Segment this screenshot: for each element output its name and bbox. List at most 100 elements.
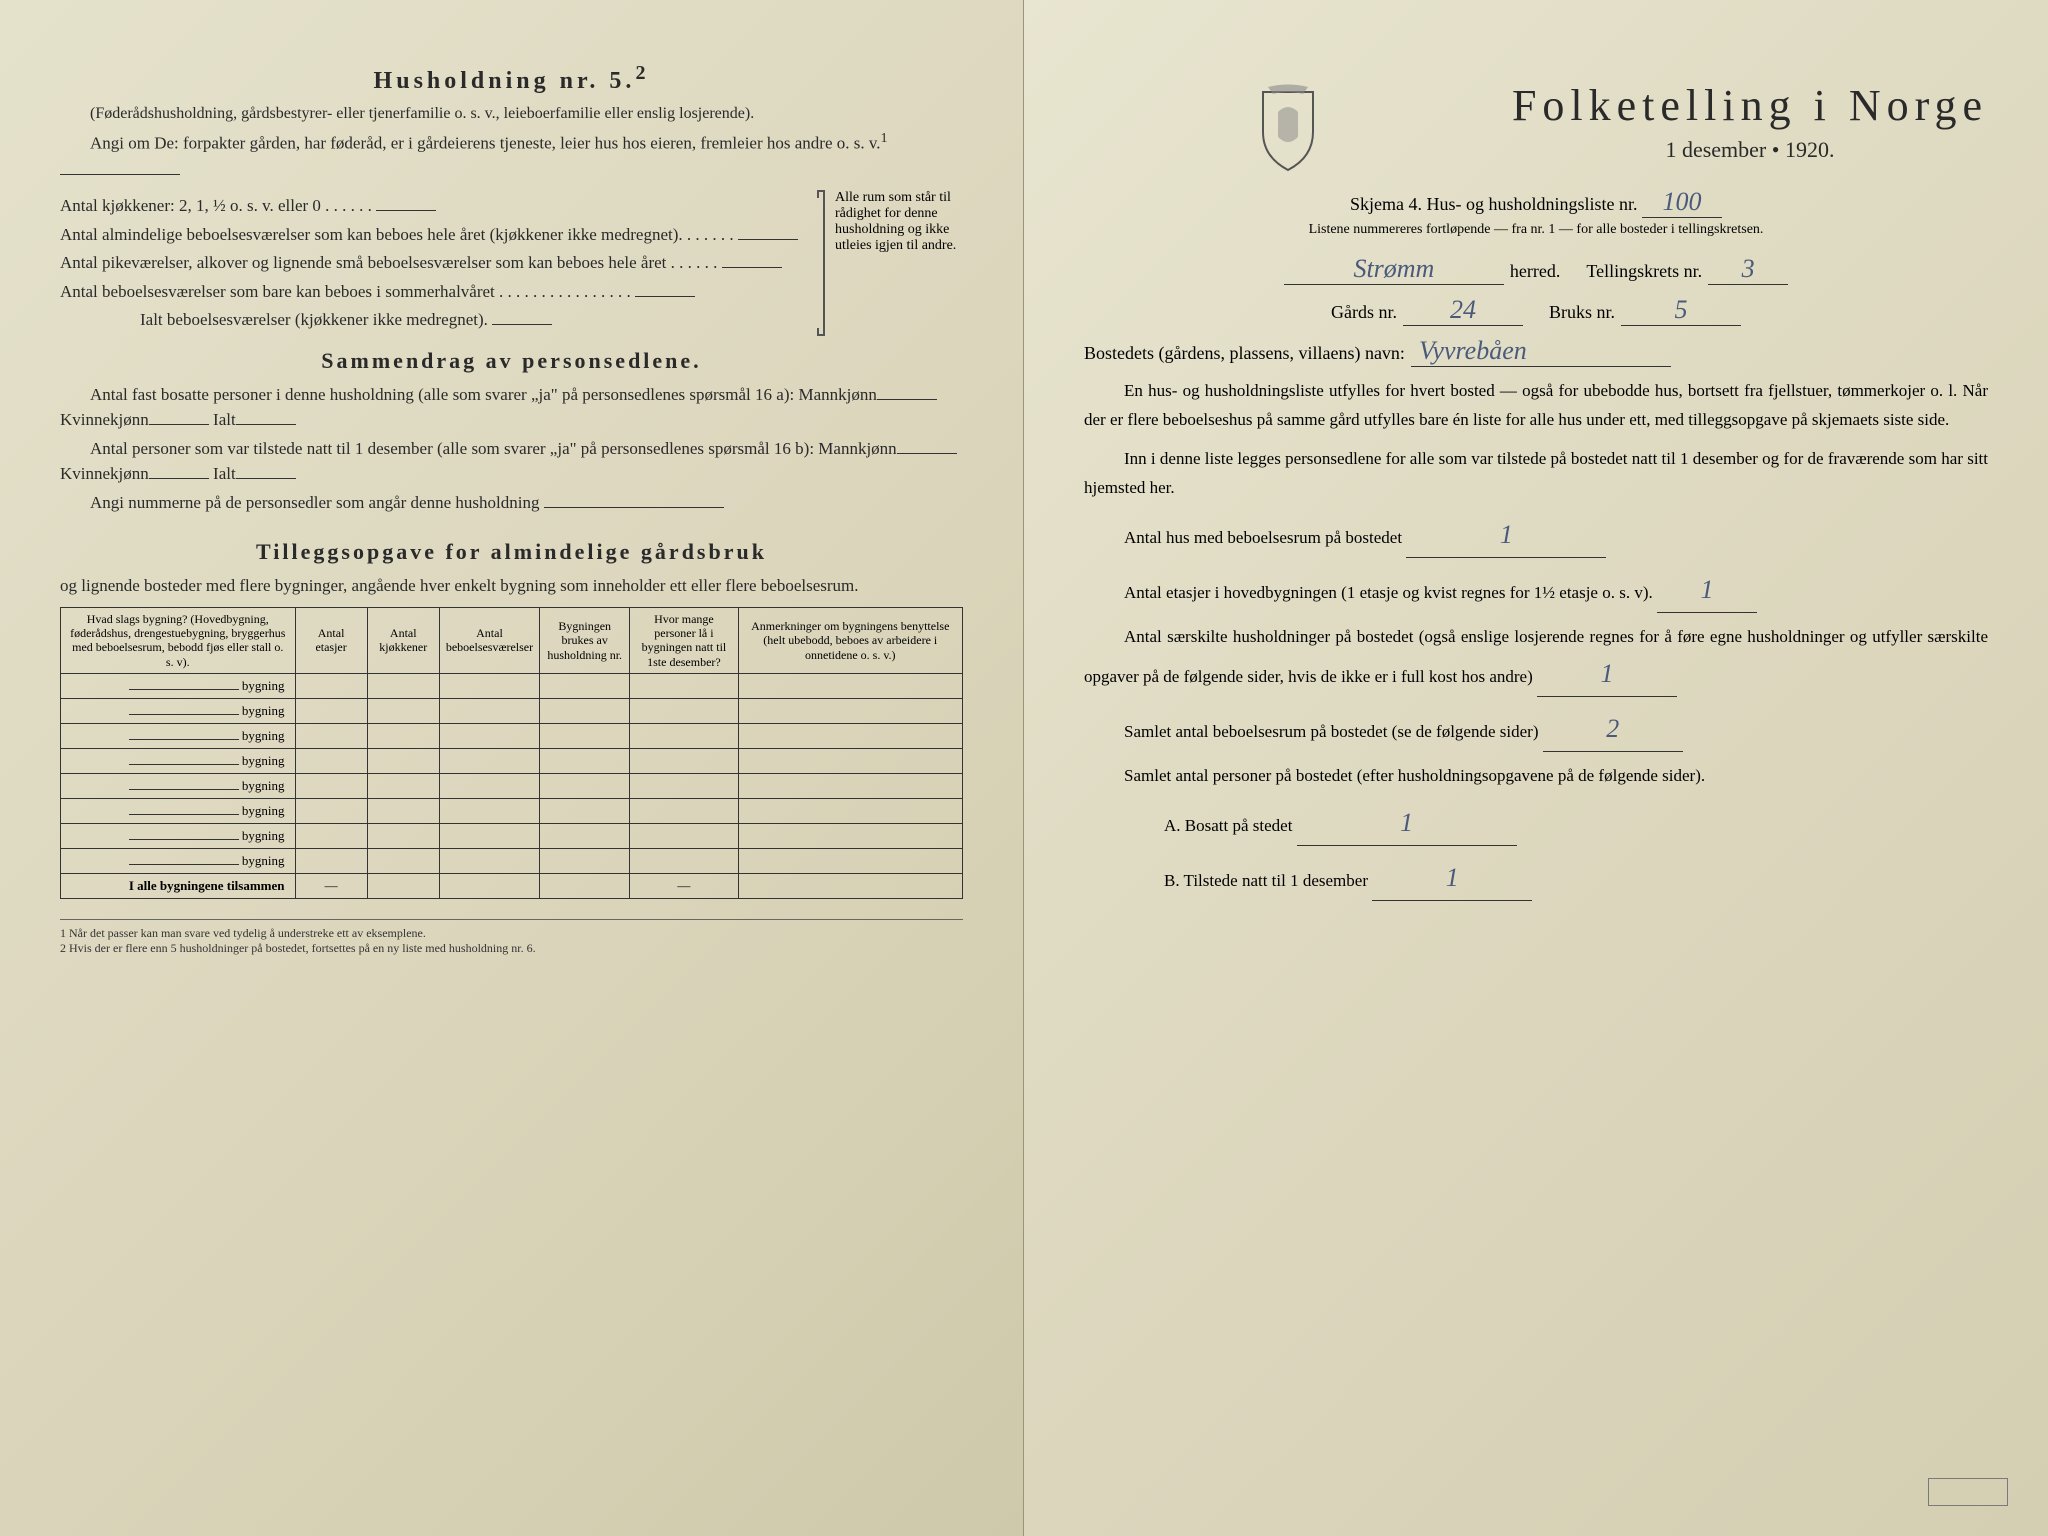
table-cell [738, 774, 962, 799]
left-page: Husholdning nr. 5.2 (Føderådshusholdning… [0, 0, 1024, 1536]
row-building-label: bygning [61, 849, 296, 874]
table-row: bygning [61, 824, 963, 849]
row-building-label: bygning [61, 674, 296, 699]
table-cell [738, 749, 962, 774]
rooms-row-2: Antal pikeværelser, alkover og lignende … [60, 250, 823, 276]
table-cell [367, 824, 439, 849]
rooms-row-3: Antal beboelsesværelser som bare kan beb… [60, 279, 823, 305]
table-cell [439, 874, 539, 899]
household-title: Husholdning nr. 5.2 [60, 62, 963, 95]
table-cell [540, 674, 630, 699]
q5b-value: 1 [1372, 856, 1532, 901]
sub-note: Listene nummereres fortløpende — fra nr.… [1084, 222, 1988, 238]
summary-line-3: Angi nummerne på de personsedler som ang… [60, 490, 963, 516]
table-cell [540, 724, 630, 749]
tillegg-sub: og lignende bosteder med flere bygninger… [60, 573, 963, 599]
table-cell [738, 724, 962, 749]
table-cell [540, 849, 630, 874]
herred-row: Strømm herred. Tellingskrets nr. 3 [1084, 254, 1988, 285]
table-cell [439, 749, 539, 774]
para-2: Inn i denne liste legges personsedlene f… [1084, 445, 1988, 503]
para-1: En hus- og husholdningsliste utfylles fo… [1084, 377, 1988, 435]
rooms-row-1: Antal almindelige beboelsesværelser som … [60, 222, 823, 248]
q3-value: 1 [1537, 652, 1677, 697]
table-cell [295, 824, 367, 849]
q1-value: 1 [1406, 513, 1606, 558]
table-cell [540, 874, 630, 899]
summary-line-2: Antal personer som var tilstede natt til… [60, 436, 963, 487]
table-cell [367, 749, 439, 774]
q5a-row: A. Bosatt på stedet 1 [1164, 801, 1988, 846]
tillegg-title: Tilleggsopgave for almindelige gårdsbruk [60, 539, 963, 565]
q1-row: Antal hus med beboelsesrum på bostedet 1 [1084, 513, 1988, 558]
summary-line-1: Antal fast bosatte personer i denne hush… [60, 382, 963, 433]
total-label: I alle bygningene tilsammen [61, 874, 296, 899]
table-cell [439, 799, 539, 824]
table-cell [295, 749, 367, 774]
table-cell [630, 849, 738, 874]
herred-value: Strømm [1284, 254, 1504, 285]
table-cell [738, 874, 962, 899]
krets-label: Tellingskrets nr. [1586, 261, 1702, 282]
row-building-label: bygning [61, 824, 296, 849]
title-header: Folketelling i Norge 1 desember • 1920. [1084, 80, 1988, 183]
bosted-value: Vyvrebåen [1411, 336, 1671, 367]
table-cell [295, 699, 367, 724]
table-cell [295, 849, 367, 874]
table-cell [367, 699, 439, 724]
gards-label: Gårds nr. [1331, 302, 1397, 323]
footnote-2: 2 Hvis der er flere enn 5 husholdninger … [60, 941, 963, 956]
kitchens-row: Antal kjøkkener: 2, 1, ½ o. s. v. eller … [60, 193, 823, 219]
q2-row: Antal etasjer i hovedbygningen (1 etasje… [1084, 568, 1988, 613]
table-cell [295, 674, 367, 699]
table-cell [738, 824, 962, 849]
coat-of-arms-icon [1253, 82, 1323, 172]
table-cell [295, 774, 367, 799]
table-row: bygning [61, 849, 963, 874]
row-building-label: bygning [61, 774, 296, 799]
q4-row: Samlet antal beboelsesrum på bostedet (s… [1084, 707, 1988, 752]
list-nr-value: 100 [1642, 187, 1722, 218]
table-cell [630, 774, 738, 799]
row-building-label: bygning [61, 699, 296, 724]
rooms-total-row: Ialt beboelsesværelser (kjøkkener ikke m… [60, 307, 823, 333]
skjema-line: Skjema 4. Hus- og husholdningsliste nr. … [1084, 187, 1988, 218]
q2-value: 1 [1657, 568, 1757, 613]
table-cell [295, 799, 367, 824]
q3-row: Antal særskilte husholdninger på bostede… [1084, 623, 1988, 697]
table-row: bygning [61, 749, 963, 774]
krets-value: 3 [1708, 254, 1788, 285]
table-header-row: Hvad slags bygning? (Hovedbygning, føder… [61, 607, 963, 674]
table-cell [439, 699, 539, 724]
table-cell [630, 699, 738, 724]
table-cell [367, 674, 439, 699]
bosted-label: Bostedets (gårdens, plassens, villaens) … [1084, 343, 1405, 364]
table-row: bygning [61, 699, 963, 724]
q5b-row: B. Tilstede natt til 1 desember 1 [1164, 856, 1988, 901]
table-cell [738, 799, 962, 824]
table-row: bygning [61, 724, 963, 749]
date-line: 1 desember • 1920. [1512, 137, 1988, 163]
table-cell [295, 724, 367, 749]
table-cell [540, 799, 630, 824]
bosted-row: Bostedets (gårdens, plassens, villaens) … [1084, 336, 1988, 367]
household-subtitle-1: (Føderådshusholdning, gårdsbestyrer- ell… [60, 103, 963, 125]
table-row: bygning [61, 674, 963, 699]
table-cell [540, 699, 630, 724]
table-cell [738, 699, 962, 724]
table-cell [439, 824, 539, 849]
q5-label: Samlet antal personer på bostedet (efter… [1084, 762, 1988, 791]
table-cell [367, 799, 439, 824]
rooms-bracket-group: Antal kjøkkener: 2, 1, ½ o. s. v. eller … [60, 190, 963, 336]
table-cell [439, 774, 539, 799]
table-cell [540, 749, 630, 774]
table-total-row: I alle bygningene tilsammen—— [61, 874, 963, 899]
household-subtitle-2: Angi om De: forpakter gården, har føderå… [60, 128, 963, 182]
table-cell [439, 724, 539, 749]
summary-title: Sammendrag av personsedlene. [60, 348, 963, 374]
table-cell [367, 874, 439, 899]
q4-value: 2 [1543, 707, 1683, 752]
table-cell: — [630, 874, 738, 899]
table-cell: — [295, 874, 367, 899]
table-cell [439, 674, 539, 699]
